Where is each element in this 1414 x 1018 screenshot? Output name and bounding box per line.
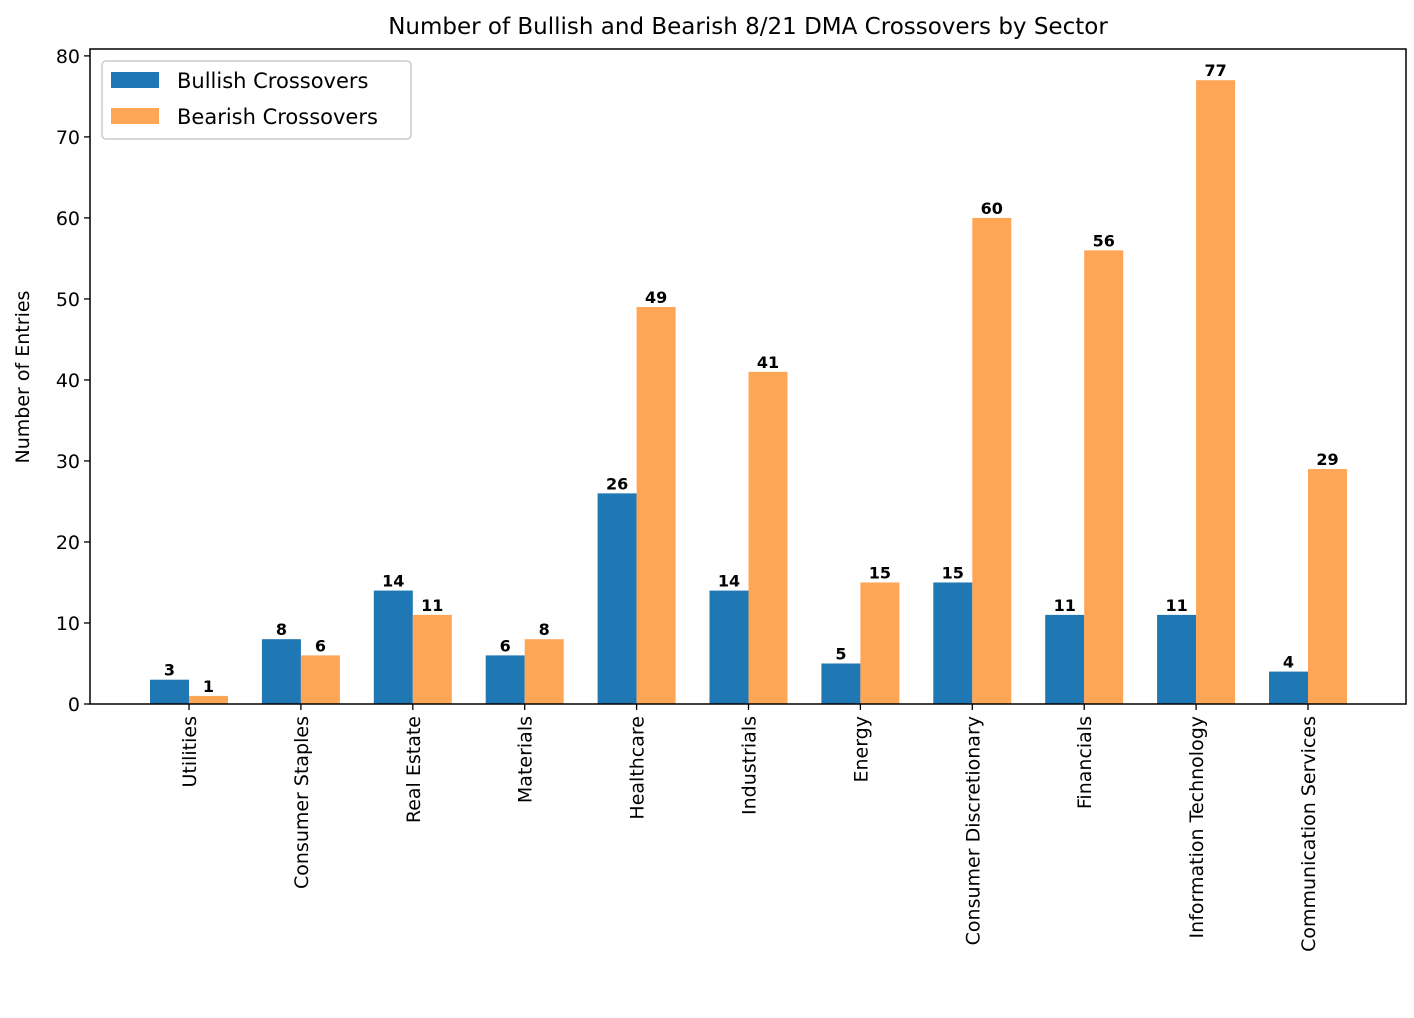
x-tick-label: Communication Services — [1298, 716, 1320, 952]
legend-swatch-bearish — [111, 108, 159, 124]
data-label: 4 — [1283, 653, 1294, 672]
y-tick-label: 80 — [56, 46, 80, 68]
x-tick-label: Consumer Discretionary — [962, 716, 984, 945]
data-label: 77 — [1204, 61, 1226, 80]
bar-bullish — [261, 639, 301, 704]
y-axis-label: Number of Entries — [12, 291, 34, 464]
bar-bullish — [1157, 614, 1197, 704]
y-tick-label: 70 — [56, 127, 80, 149]
bar-bullish — [933, 582, 973, 704]
data-label: 3 — [164, 661, 175, 680]
legend-swatch-bullish — [111, 72, 159, 88]
data-label: 11 — [1165, 596, 1187, 615]
bar-bearish — [1308, 469, 1347, 704]
x-tick-label: Healthcare — [627, 716, 649, 820]
x-tick-label: Utilities — [179, 716, 201, 788]
data-label: 8 — [539, 620, 550, 639]
bar-bullish — [821, 663, 861, 704]
bar-bullish — [150, 679, 189, 704]
plot-frame — [89, 48, 1407, 705]
bar-bearish — [972, 217, 1012, 704]
bar-bearish — [524, 639, 564, 704]
bar-bearish — [300, 655, 340, 704]
data-label: 49 — [645, 288, 667, 307]
data-label: 26 — [606, 474, 628, 493]
bar-bearish — [1084, 250, 1124, 704]
x-tick-label: Consumer Staples — [291, 716, 313, 889]
data-label: 8 — [276, 620, 287, 639]
data-label: 14 — [718, 572, 740, 591]
bar-bearish — [412, 614, 452, 704]
legend: Bullish Crossovers Bearish Crossovers — [101, 60, 412, 140]
data-label: 41 — [757, 353, 779, 372]
data-label: 56 — [1093, 231, 1115, 250]
data-label: 14 — [382, 572, 404, 591]
data-label: 6 — [315, 636, 326, 655]
legend-label-bearish: Bearish Crossovers — [177, 105, 378, 129]
bar-bearish — [860, 582, 900, 704]
y-tick-label: 50 — [56, 289, 80, 311]
bar-bullish — [485, 655, 525, 704]
data-label: 15 — [869, 563, 891, 582]
x-tick-label: Energy — [850, 716, 872, 783]
data-label: 1 — [203, 677, 214, 696]
x-tick-label: Industrials — [739, 716, 761, 815]
chart-title: Number of Bullish and Bearish 8/21 DMA C… — [388, 14, 1108, 40]
legend-label-bullish: Bullish Crossovers — [177, 69, 368, 93]
data-label: 29 — [1316, 450, 1338, 469]
y-tick-label: 60 — [56, 208, 80, 230]
data-label: 15 — [942, 563, 964, 582]
x-tick-label: Real Estate — [403, 716, 425, 823]
x-tick-label: Information Technology — [1186, 716, 1208, 938]
y-tick-label: 20 — [56, 532, 80, 554]
bar-bullish — [1269, 671, 1308, 704]
data-label: 11 — [1054, 596, 1076, 615]
y-tick-label: 0 — [68, 694, 80, 716]
bar-bullish — [597, 493, 637, 704]
bar-bearish — [1196, 80, 1236, 704]
bar-bullish — [373, 590, 413, 704]
data-label: 6 — [500, 636, 511, 655]
data-label: 60 — [981, 199, 1003, 218]
bar-bearish — [189, 695, 228, 704]
data-label: 5 — [835, 644, 846, 663]
y-tick-label: 30 — [56, 451, 80, 473]
bar-bullish — [709, 590, 749, 704]
x-tick-label: Financials — [1074, 716, 1096, 809]
y-tick-label: 40 — [56, 370, 80, 392]
bar-bearish — [748, 371, 788, 704]
bar-bullish — [1045, 614, 1085, 704]
x-tick-label: Materials — [515, 716, 537, 803]
bar-bearish — [636, 307, 676, 704]
y-tick-label: 10 — [56, 613, 80, 635]
data-label: 11 — [421, 596, 443, 615]
